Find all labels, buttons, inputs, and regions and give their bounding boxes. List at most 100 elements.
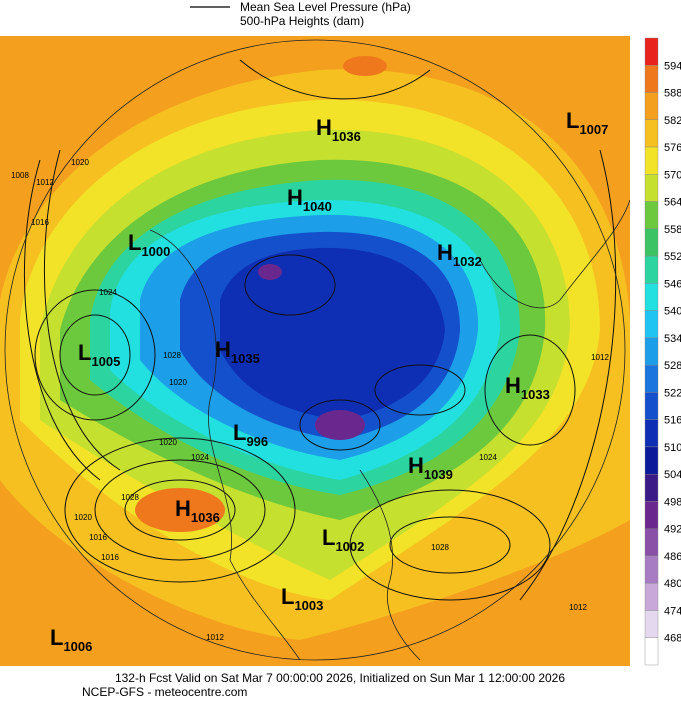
pressure-center: H1033 [505, 373, 550, 402]
pressure-center: L1007 [566, 108, 608, 137]
colorbar-label: 498 [664, 496, 681, 508]
center-letter: L [78, 340, 91, 365]
colorbar-label: 534 [664, 333, 681, 345]
center-value: 1036 [332, 129, 361, 144]
pressure-center: H1035 [215, 337, 260, 366]
colorbar-label: 528 [664, 360, 681, 372]
center-value: 1032 [453, 254, 482, 269]
isobar-label: 1016 [89, 533, 107, 542]
colorbar-swatch [644, 337, 659, 366]
colorbar-label: 486 [664, 551, 681, 563]
isobar-label: 1008 [11, 171, 29, 180]
colorbar-label: 546 [664, 278, 681, 290]
pressure-center: H1040 [287, 185, 332, 214]
center-value: 1040 [303, 199, 332, 214]
colorbar-swatch [644, 364, 659, 393]
colorbar-swatch [644, 637, 659, 666]
colorbar-label: 504 [664, 469, 681, 481]
pressure-center: H1036 [316, 115, 361, 144]
colorbar-label: 552 [664, 251, 681, 263]
colorbar-swatch [644, 283, 659, 311]
colorbar-label: 564 [664, 197, 681, 209]
colorbar-label: 576 [664, 142, 681, 154]
pressure-center: H1032 [437, 240, 482, 269]
center-value: 1005 [91, 354, 120, 369]
isobars [23, 59, 617, 601]
center-value: 1000 [141, 244, 170, 259]
colorbar-swatch [644, 583, 659, 611]
colorbar-label: 492 [664, 524, 681, 536]
colorbar-label: 510 [664, 442, 681, 454]
isobar-label: 1028 [431, 543, 449, 552]
footer-line: NCEP-GFS - meteocentre.com [82, 685, 247, 699]
colorbar-label: 522 [664, 387, 681, 399]
center-value: 1039 [424, 467, 453, 482]
center-letter: H [215, 337, 231, 362]
center-letter: H [287, 185, 303, 210]
isobar-label: 1020 [71, 158, 89, 167]
colorbar-swatch [644, 446, 659, 475]
center-letter: H [408, 453, 424, 478]
legend-item: Mean Sea Level Pressure (hPa) [240, 0, 411, 14]
center-letter: L [322, 525, 335, 550]
center-letter: L [566, 108, 579, 133]
colorbar-label: 474 [664, 605, 681, 617]
isobar-label: 1024 [191, 453, 209, 462]
center-value: 1036 [191, 510, 220, 525]
colorbar-swatch [644, 174, 659, 202]
isobar-label: 1028 [121, 493, 139, 502]
colorbar-swatch [644, 501, 659, 529]
isobar-label: 1020 [159, 438, 177, 447]
colorbar-swatch [644, 555, 659, 584]
pressure-center: L1002 [322, 525, 364, 554]
isobar-label: 1024 [479, 453, 497, 462]
colorbar-label: 582 [664, 115, 681, 127]
isobar-label: 1012 [206, 633, 224, 642]
isobar-label: 1016 [101, 553, 119, 562]
isobar-label: 1012 [569, 603, 587, 612]
isobar-label: 1024 [99, 288, 117, 297]
colorbar-label: 468 [664, 633, 681, 645]
isobar-label: 1020 [169, 378, 187, 387]
colorbar-label: 594 [664, 60, 681, 72]
pressure-center: L1000 [128, 230, 170, 259]
colorbar-swatch [644, 610, 659, 638]
colorbar-swatch [644, 37, 659, 66]
center-value: 1007 [579, 122, 608, 137]
isobar-label: 1012 [591, 353, 609, 362]
pressure-center: L996 [233, 420, 268, 449]
pressure-center: L1005 [78, 340, 120, 369]
center-letter: H [437, 240, 453, 265]
center-letter: L [128, 230, 141, 255]
isobar-labels: 1008 1012 1016 1020 1024 1028 1020 1024 1012 1020… [11, 158, 609, 642]
colorbar-swatch [644, 228, 659, 257]
center-letter: L [233, 420, 246, 445]
colorbar-swatch [644, 65, 659, 93]
isobar-label: 1020 [74, 513, 92, 522]
colorbar-label: 570 [664, 169, 681, 181]
colorbar-swatch [644, 255, 659, 284]
colorbar-swatch [644, 528, 659, 557]
isobar-label: 1012 [36, 178, 54, 187]
colorbar-label: 540 [664, 306, 681, 318]
isobar-label: 1016 [31, 218, 49, 227]
colorbar-swatch [644, 310, 659, 339]
isobar-label: 1028 [163, 351, 181, 360]
map-field [0, 36, 630, 666]
legend-item: 500-hPa Heights (dam) [240, 14, 364, 28]
colorbar-label: 558 [664, 224, 681, 236]
colorbar-swatch [644, 392, 659, 420]
colorbar-label: 588 [664, 88, 681, 100]
center-letter: H [505, 373, 521, 398]
center-letter: L [50, 625, 63, 650]
center-letter: H [175, 496, 191, 521]
center-value: 1003 [294, 598, 323, 613]
coastlines [4, 39, 630, 661]
center-letter: H [316, 115, 332, 140]
colorbar-swatch [644, 92, 659, 120]
colorbar-swatch [644, 473, 659, 502]
colorbar-swatch [644, 201, 659, 230]
center-value: 1002 [335, 539, 364, 554]
